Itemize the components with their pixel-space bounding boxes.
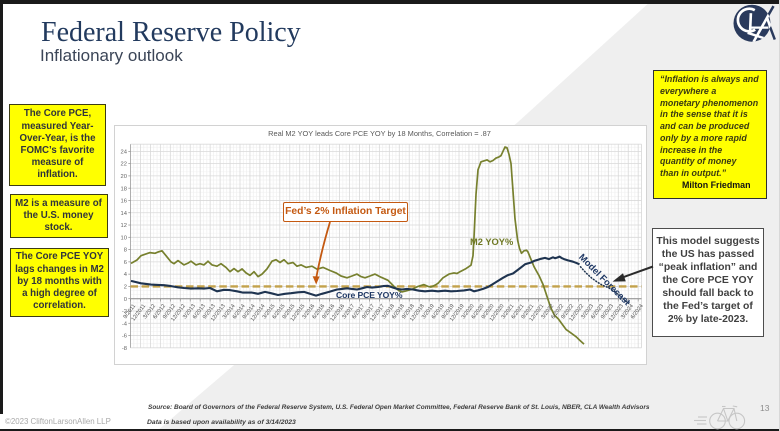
svg-text:2: 2 (124, 285, 127, 291)
svg-text:-4: -4 (122, 321, 128, 327)
svg-text:16: 16 (121, 199, 127, 205)
svg-text:18: 18 (121, 186, 127, 192)
svg-text:12: 12 (121, 223, 127, 229)
svg-text:20: 20 (121, 174, 127, 180)
svg-text:6: 6 (124, 260, 127, 266)
svg-text:14: 14 (121, 211, 128, 217)
svg-text:10: 10 (121, 235, 127, 241)
svg-text:-2: -2 (122, 309, 127, 315)
svg-text:-8: -8 (122, 346, 127, 352)
svg-text:24: 24 (121, 149, 128, 155)
svg-text:4: 4 (124, 272, 128, 278)
svg-text:0: 0 (124, 297, 127, 303)
svg-text:22: 22 (121, 162, 127, 168)
svg-text:8: 8 (124, 248, 127, 254)
svg-text:-6: -6 (122, 334, 127, 340)
